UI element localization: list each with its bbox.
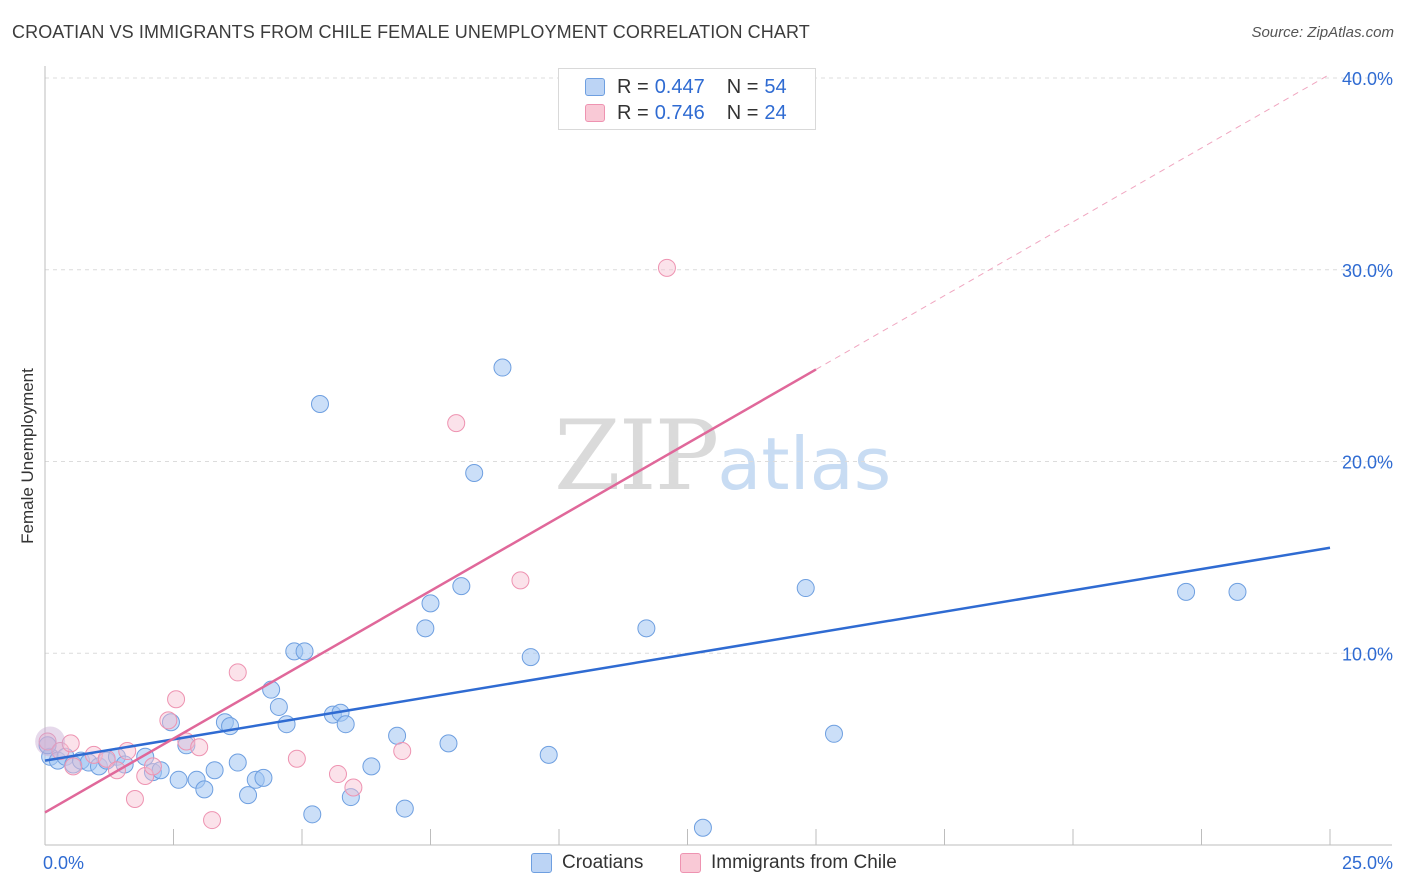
point-croatians: [637, 619, 656, 638]
legend-swatch-blue: [585, 78, 605, 96]
point-chile: [447, 414, 466, 433]
point-croatians: [228, 753, 247, 772]
point-chile: [393, 742, 412, 761]
source-label[interactable]: Source: ZipAtlas.com: [1251, 24, 1394, 41]
watermark-zip: ZIP: [554, 400, 719, 512]
point-croatians: [195, 780, 214, 799]
point-chile: [159, 711, 178, 730]
point-croatians: [277, 715, 296, 734]
y-tick-label: 40.0%: [1342, 69, 1393, 89]
point-croatians: [362, 757, 381, 776]
trendline-chile: [44, 368, 817, 814]
legend-row-croatians: R = 0.447 N = 54: [585, 74, 787, 100]
point-chile: [136, 766, 155, 785]
legend-r-value: 0.447: [654, 75, 705, 98]
x-tick-label: 0.0%: [43, 853, 84, 873]
point-chile: [61, 734, 80, 753]
point-croatians: [303, 805, 322, 824]
point-croatians: [1228, 582, 1247, 601]
trendline-croatians: [44, 546, 1331, 762]
point-chile: [657, 258, 676, 277]
point-croatians: [205, 761, 224, 780]
y-tick-label: 10.0%: [1342, 644, 1393, 664]
watermark: ZIPatlas: [554, 400, 891, 512]
point-croatians: [336, 715, 355, 734]
point-chile: [203, 811, 222, 830]
point-croatians: [693, 818, 712, 837]
legend-n-value: 24: [764, 101, 787, 124]
y-axis-title: Female Unemployment: [18, 368, 37, 544]
legend-swatch-blue: [531, 853, 552, 873]
legend-r-label: R =: [617, 101, 649, 124]
chart-title: CROATIAN VS IMMIGRANTS FROM CHILE FEMALE…: [12, 22, 810, 42]
point-chile: [344, 778, 363, 797]
point-croatians: [796, 579, 815, 598]
legend-n-value: 54: [764, 75, 787, 98]
point-croatians: [239, 786, 258, 805]
legend-item-chile[interactable]: Immigrants from Chile: [680, 852, 897, 874]
point-croatians: [465, 464, 484, 483]
point-croatians: [824, 724, 843, 743]
point-croatians: [493, 358, 512, 377]
point-croatians: [269, 697, 288, 716]
legend-swatch-pink: [585, 104, 605, 122]
legend-label-chile: Immigrants from Chile: [711, 852, 897, 873]
y-tick-label: 30.0%: [1342, 261, 1393, 281]
point-chile: [167, 690, 186, 709]
point-chile: [328, 765, 347, 784]
point-chile: [228, 663, 247, 682]
point-chile: [190, 738, 209, 757]
series-legend: Croatians Immigrants from Chile: [0, 852, 1406, 878]
legend-r-label: R =: [617, 75, 649, 98]
point-croatians: [452, 577, 471, 596]
point-croatians: [521, 648, 540, 667]
watermark-atlas: atlas: [717, 422, 892, 506]
trendline-chile-extension: [815, 73, 1331, 370]
point-chile: [143, 757, 162, 776]
point-croatians: [1177, 582, 1196, 601]
point-chile: [38, 732, 57, 751]
point-croatians: [295, 642, 314, 661]
legend-label-croatians: Croatians: [562, 852, 644, 873]
point-croatians: [254, 768, 273, 787]
x-tick-label: 25.0%: [1342, 853, 1393, 873]
point-croatians: [421, 594, 440, 613]
point-chile: [511, 571, 530, 590]
point-chile: [287, 749, 306, 768]
point-chile: [64, 757, 83, 776]
point-croatians: [539, 745, 558, 764]
point-chile: [125, 789, 144, 808]
point-croatians: [388, 726, 407, 745]
stats-legend: R = 0.447 N = 54 R = 0.746 N = 24: [558, 68, 816, 130]
point-croatians: [416, 619, 435, 638]
point-chile: [51, 742, 70, 761]
point-croatians: [161, 713, 180, 732]
point-overlap-cluster: [35, 726, 66, 757]
legend-row-chile: R = 0.746 N = 24: [585, 100, 787, 126]
legend-n-label: N =: [726, 75, 759, 98]
legend-swatch-pink: [680, 853, 701, 873]
point-croatians: [169, 770, 188, 789]
point-croatians: [395, 799, 414, 818]
point-croatians: [439, 734, 458, 753]
y-tick-label: 20.0%: [1342, 453, 1393, 473]
legend-r-value: 0.746: [654, 101, 705, 124]
legend-item-croatians[interactable]: Croatians: [531, 852, 643, 874]
point-croatians: [310, 394, 329, 413]
legend-n-label: N =: [726, 101, 759, 124]
